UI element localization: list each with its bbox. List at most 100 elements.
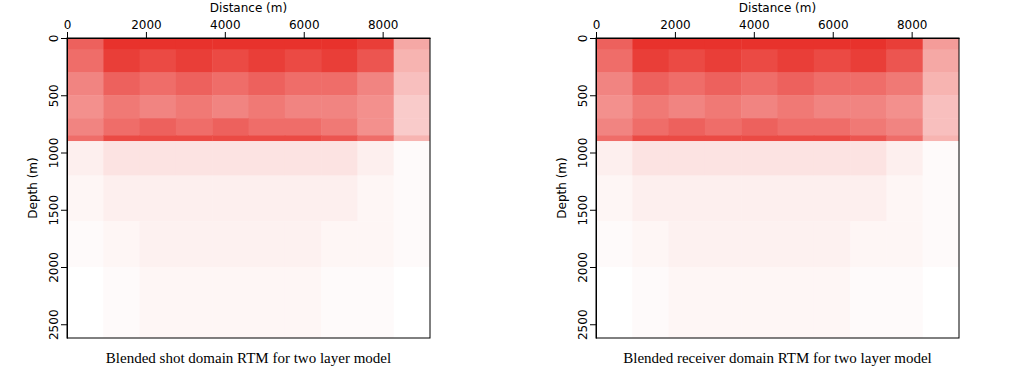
cell — [814, 267, 851, 338]
cell — [357, 38, 394, 50]
cell — [285, 72, 322, 95]
tick-label: 4000 — [210, 18, 241, 32]
cell — [850, 118, 887, 136]
cell — [357, 135, 394, 141]
cell — [778, 72, 815, 95]
cell — [212, 175, 249, 221]
cell — [669, 95, 706, 118]
tick-mark — [590, 153, 596, 154]
tick-mark — [590, 324, 596, 325]
cell — [67, 221, 104, 267]
tick-label: 4000 — [739, 18, 770, 32]
cell — [140, 49, 177, 72]
tick-mark — [383, 32, 384, 38]
cell — [596, 95, 633, 118]
cell — [249, 95, 286, 118]
tick-mark — [675, 32, 676, 38]
cell — [705, 141, 742, 176]
cell — [669, 38, 706, 50]
cell — [741, 49, 778, 72]
cell — [140, 118, 177, 136]
cell — [67, 135, 104, 141]
cell — [212, 49, 249, 72]
tick-mark — [590, 210, 596, 211]
tick-mark — [61, 210, 67, 211]
cell — [103, 141, 140, 176]
cell — [140, 72, 177, 95]
cell — [814, 118, 851, 136]
tick: 0 — [47, 35, 67, 43]
cell — [140, 175, 177, 221]
cell — [814, 175, 851, 221]
tick-label: 8000 — [897, 18, 928, 32]
cell — [321, 38, 358, 50]
cell — [285, 175, 322, 221]
cell — [103, 135, 140, 141]
tick-label: 1000 — [576, 138, 590, 169]
cell — [814, 141, 851, 176]
tick-label: 500 — [47, 84, 61, 107]
tick-label: 1000 — [47, 138, 61, 169]
cell — [886, 118, 923, 136]
tick: 2500 — [576, 309, 596, 340]
cell — [176, 175, 213, 221]
tick-label: 0 — [47, 35, 61, 43]
cell — [778, 38, 815, 50]
cell — [705, 72, 742, 95]
cell — [850, 135, 887, 141]
cell — [67, 141, 104, 176]
cell — [814, 135, 851, 141]
x-axis-title: Distance (m) — [210, 1, 287, 15]
cell — [103, 72, 140, 95]
y-axis: 05001000150020002500 — [47, 35, 68, 340]
cell — [814, 72, 851, 95]
cell — [212, 118, 249, 136]
tick-mark — [912, 32, 913, 38]
cell — [357, 49, 394, 72]
tick: 0 — [576, 35, 596, 43]
tick-label: 0 — [593, 18, 601, 32]
tick: 1000 — [576, 138, 596, 169]
cell — [357, 175, 394, 221]
tick-mark — [61, 324, 67, 325]
x-axis: 02000400060008000 — [64, 18, 431, 39]
cell — [814, 49, 851, 72]
cell — [632, 72, 669, 95]
cell — [140, 267, 177, 338]
cell — [67, 175, 104, 221]
cell — [741, 267, 778, 338]
cell — [596, 135, 633, 141]
cell — [596, 118, 633, 136]
cell — [140, 221, 177, 267]
cell — [285, 38, 322, 50]
cell — [632, 135, 669, 141]
tick-mark — [61, 153, 67, 154]
y-axis: 05001000150020002500 — [576, 35, 597, 340]
cell — [285, 135, 322, 141]
axis-line — [596, 39, 597, 339]
tick-label: 2500 — [576, 309, 590, 340]
cell — [357, 118, 394, 136]
cell — [140, 38, 177, 50]
cell — [176, 135, 213, 141]
tick: 2000 — [660, 18, 691, 38]
cell — [249, 72, 286, 95]
cell — [923, 38, 959, 50]
cells — [67, 38, 430, 338]
tick-label: 6000 — [289, 18, 320, 32]
cell — [850, 141, 887, 176]
cell — [321, 118, 358, 136]
panel: 0200040006000800005001000150020002500 — [47, 18, 431, 340]
cell — [596, 221, 633, 267]
tick-label: 1500 — [576, 195, 590, 226]
cell — [923, 135, 959, 141]
cell — [212, 38, 249, 50]
cells — [596, 38, 959, 338]
cell — [596, 267, 633, 338]
cell — [632, 175, 669, 221]
cell — [249, 175, 286, 221]
cell — [103, 49, 140, 72]
cell — [176, 38, 213, 50]
cell — [886, 38, 923, 50]
tick: 1500 — [47, 195, 67, 226]
